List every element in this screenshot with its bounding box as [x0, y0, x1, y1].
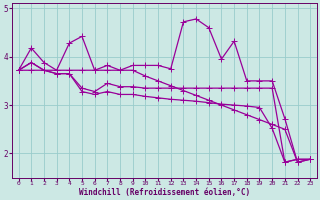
X-axis label: Windchill (Refroidissement éolien,°C): Windchill (Refroidissement éolien,°C) [79, 188, 250, 197]
